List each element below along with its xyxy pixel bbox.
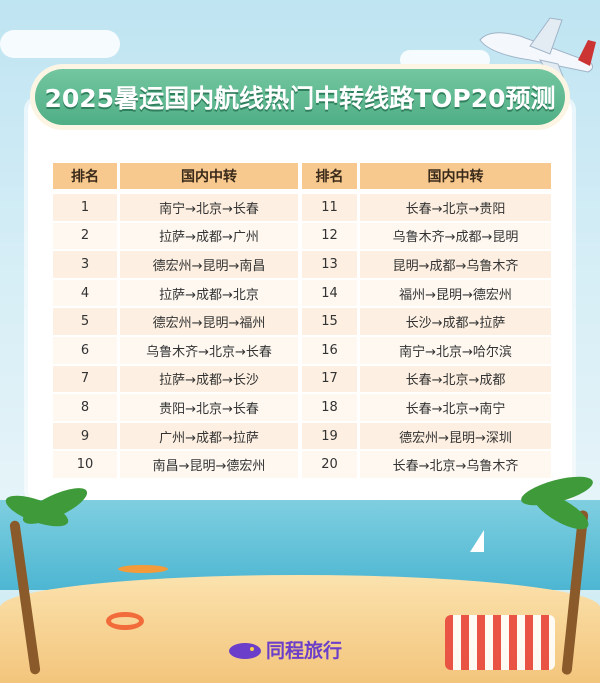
route-cell: 拉萨→成都→广州 — [120, 222, 298, 250]
rank-cell: 1 — [53, 194, 117, 221]
table-row: 6 乌鲁木齐→北京→长春 — [53, 334, 298, 364]
table-row: 9 广州→成都→拉萨 — [53, 420, 298, 450]
table-row: 19 德宏州→昆明→深圳 — [302, 420, 551, 450]
rank-cell: 9 — [53, 422, 117, 450]
rank-cell: 7 — [53, 365, 117, 393]
rank-cell: 10 — [53, 451, 117, 478]
rank-cell: 12 — [302, 222, 357, 250]
table-row: 13 昆明→成都→乌鲁木齐 — [302, 249, 551, 278]
route-cell: 长春→北京→贵阳 — [360, 194, 551, 221]
route-cell: 南宁→北京→长春 — [120, 194, 298, 221]
rank-cell: 4 — [53, 279, 117, 307]
table-row: 3 德宏州→昆明→南昌 — [53, 249, 298, 278]
route-cell: 乌鲁木齐→北京→长春 — [120, 336, 298, 364]
table-row: 18 长春→北京→南宁 — [302, 392, 551, 421]
route-cell: 长春→北京→乌鲁木齐 — [360, 451, 551, 478]
ranking-table-left: 排名 国内中转 1 南宁→北京→长春 2 拉萨→成都→广州 3 德宏州→昆明→南昌 4 拉萨→… — [53, 163, 298, 478]
ranking-table-right: 排名 国内中转 11 长春→北京→贵阳 12 乌鲁木齐→成都→昆明 13 昆明→成都→乌鲁… — [302, 163, 551, 478]
rank-cell: 14 — [302, 279, 357, 307]
sailboat — [470, 530, 484, 552]
life-ring — [106, 612, 144, 630]
page-title: 2025暑运国内航线热门中转线路TOP20预测 — [35, 69, 565, 125]
brand-logo: 同程旅行 — [228, 636, 342, 663]
route-cell: 德宏州→昆明→南昌 — [120, 251, 298, 278]
rank-cell: 17 — [302, 365, 357, 393]
rank-cell: 8 — [53, 394, 117, 421]
table-row: 2 拉萨→成都→广州 — [53, 220, 298, 250]
table-row: 20 长春→北京→乌鲁木齐 — [302, 449, 551, 478]
table-row: 10 南昌→昆明→德宏州 — [53, 449, 298, 478]
route-cell: 昆明→成都→乌鲁木齐 — [360, 251, 551, 278]
table-header: 排名 国内中转 — [53, 163, 298, 192]
cloud — [0, 30, 120, 58]
table-row: 17 长春→北京→成都 — [302, 363, 551, 393]
rank-cell: 16 — [302, 336, 357, 364]
route-cell: 拉萨→成都→长沙 — [120, 365, 298, 393]
route-cell: 南宁→北京→哈尔滨 — [360, 336, 551, 364]
rank-cell: 18 — [302, 394, 357, 421]
rank-cell: 2 — [53, 222, 117, 250]
rank-cell: 13 — [302, 251, 357, 278]
table-row: 7 拉萨→成都→长沙 — [53, 363, 298, 393]
table-row: 15 长沙→成都→拉萨 — [302, 306, 551, 335]
route-cell: 福州→昆明→德宏州 — [360, 279, 551, 307]
rank-cell: 15 — [302, 308, 357, 335]
route-cell: 德宏州→昆明→深圳 — [360, 422, 551, 450]
rank-cell: 5 — [53, 308, 117, 335]
route-cell: 乌鲁木齐→成都→昆明 — [360, 222, 551, 250]
route-cell: 长沙→成都→拉萨 — [360, 308, 551, 335]
route-cell: 长春→北京→南宁 — [360, 394, 551, 421]
rank-cell: 6 — [53, 336, 117, 364]
header-rank: 排名 — [53, 163, 117, 189]
tongcheng-logo-icon — [229, 642, 261, 659]
route-cell: 广州→成都→拉萨 — [120, 422, 298, 450]
table-row: 11 长春→北京→贵阳 — [302, 192, 551, 221]
route-cell: 拉萨→成都→北京 — [120, 279, 298, 307]
table-row: 8 贵阳→北京→长春 — [53, 392, 298, 421]
table-row: 16 南宁→北京→哈尔滨 — [302, 334, 551, 364]
title-banner: 2025暑运国内航线热门中转线路TOP20预测 — [30, 64, 570, 130]
table-row: 4 拉萨→成都→北京 — [53, 277, 298, 307]
brand-name: 同程旅行 — [266, 640, 343, 662]
surfer — [118, 565, 168, 573]
header-route: 国内中转 — [360, 163, 551, 189]
route-cell: 德宏州→昆明→福州 — [120, 308, 298, 335]
table-row: 14 福州→昆明→德宏州 — [302, 277, 551, 307]
rank-cell: 3 — [53, 251, 117, 278]
rank-cell: 20 — [302, 451, 357, 478]
table-row: 1 南宁→北京→长春 — [53, 192, 298, 221]
header-route: 国内中转 — [120, 163, 298, 189]
header-rank: 排名 — [302, 163, 357, 189]
table-header: 排名 国内中转 — [302, 163, 551, 192]
route-cell: 南昌→昆明→德宏州 — [120, 451, 298, 478]
beach-chair — [445, 615, 555, 670]
route-cell: 长春→北京→成都 — [360, 365, 551, 393]
table-row: 12 乌鲁木齐→成都→昆明 — [302, 220, 551, 250]
rank-cell: 11 — [302, 194, 357, 221]
rank-cell: 19 — [302, 422, 357, 450]
route-cell: 贵阳→北京→长春 — [120, 394, 298, 421]
table-row: 5 德宏州→昆明→福州 — [53, 306, 298, 335]
